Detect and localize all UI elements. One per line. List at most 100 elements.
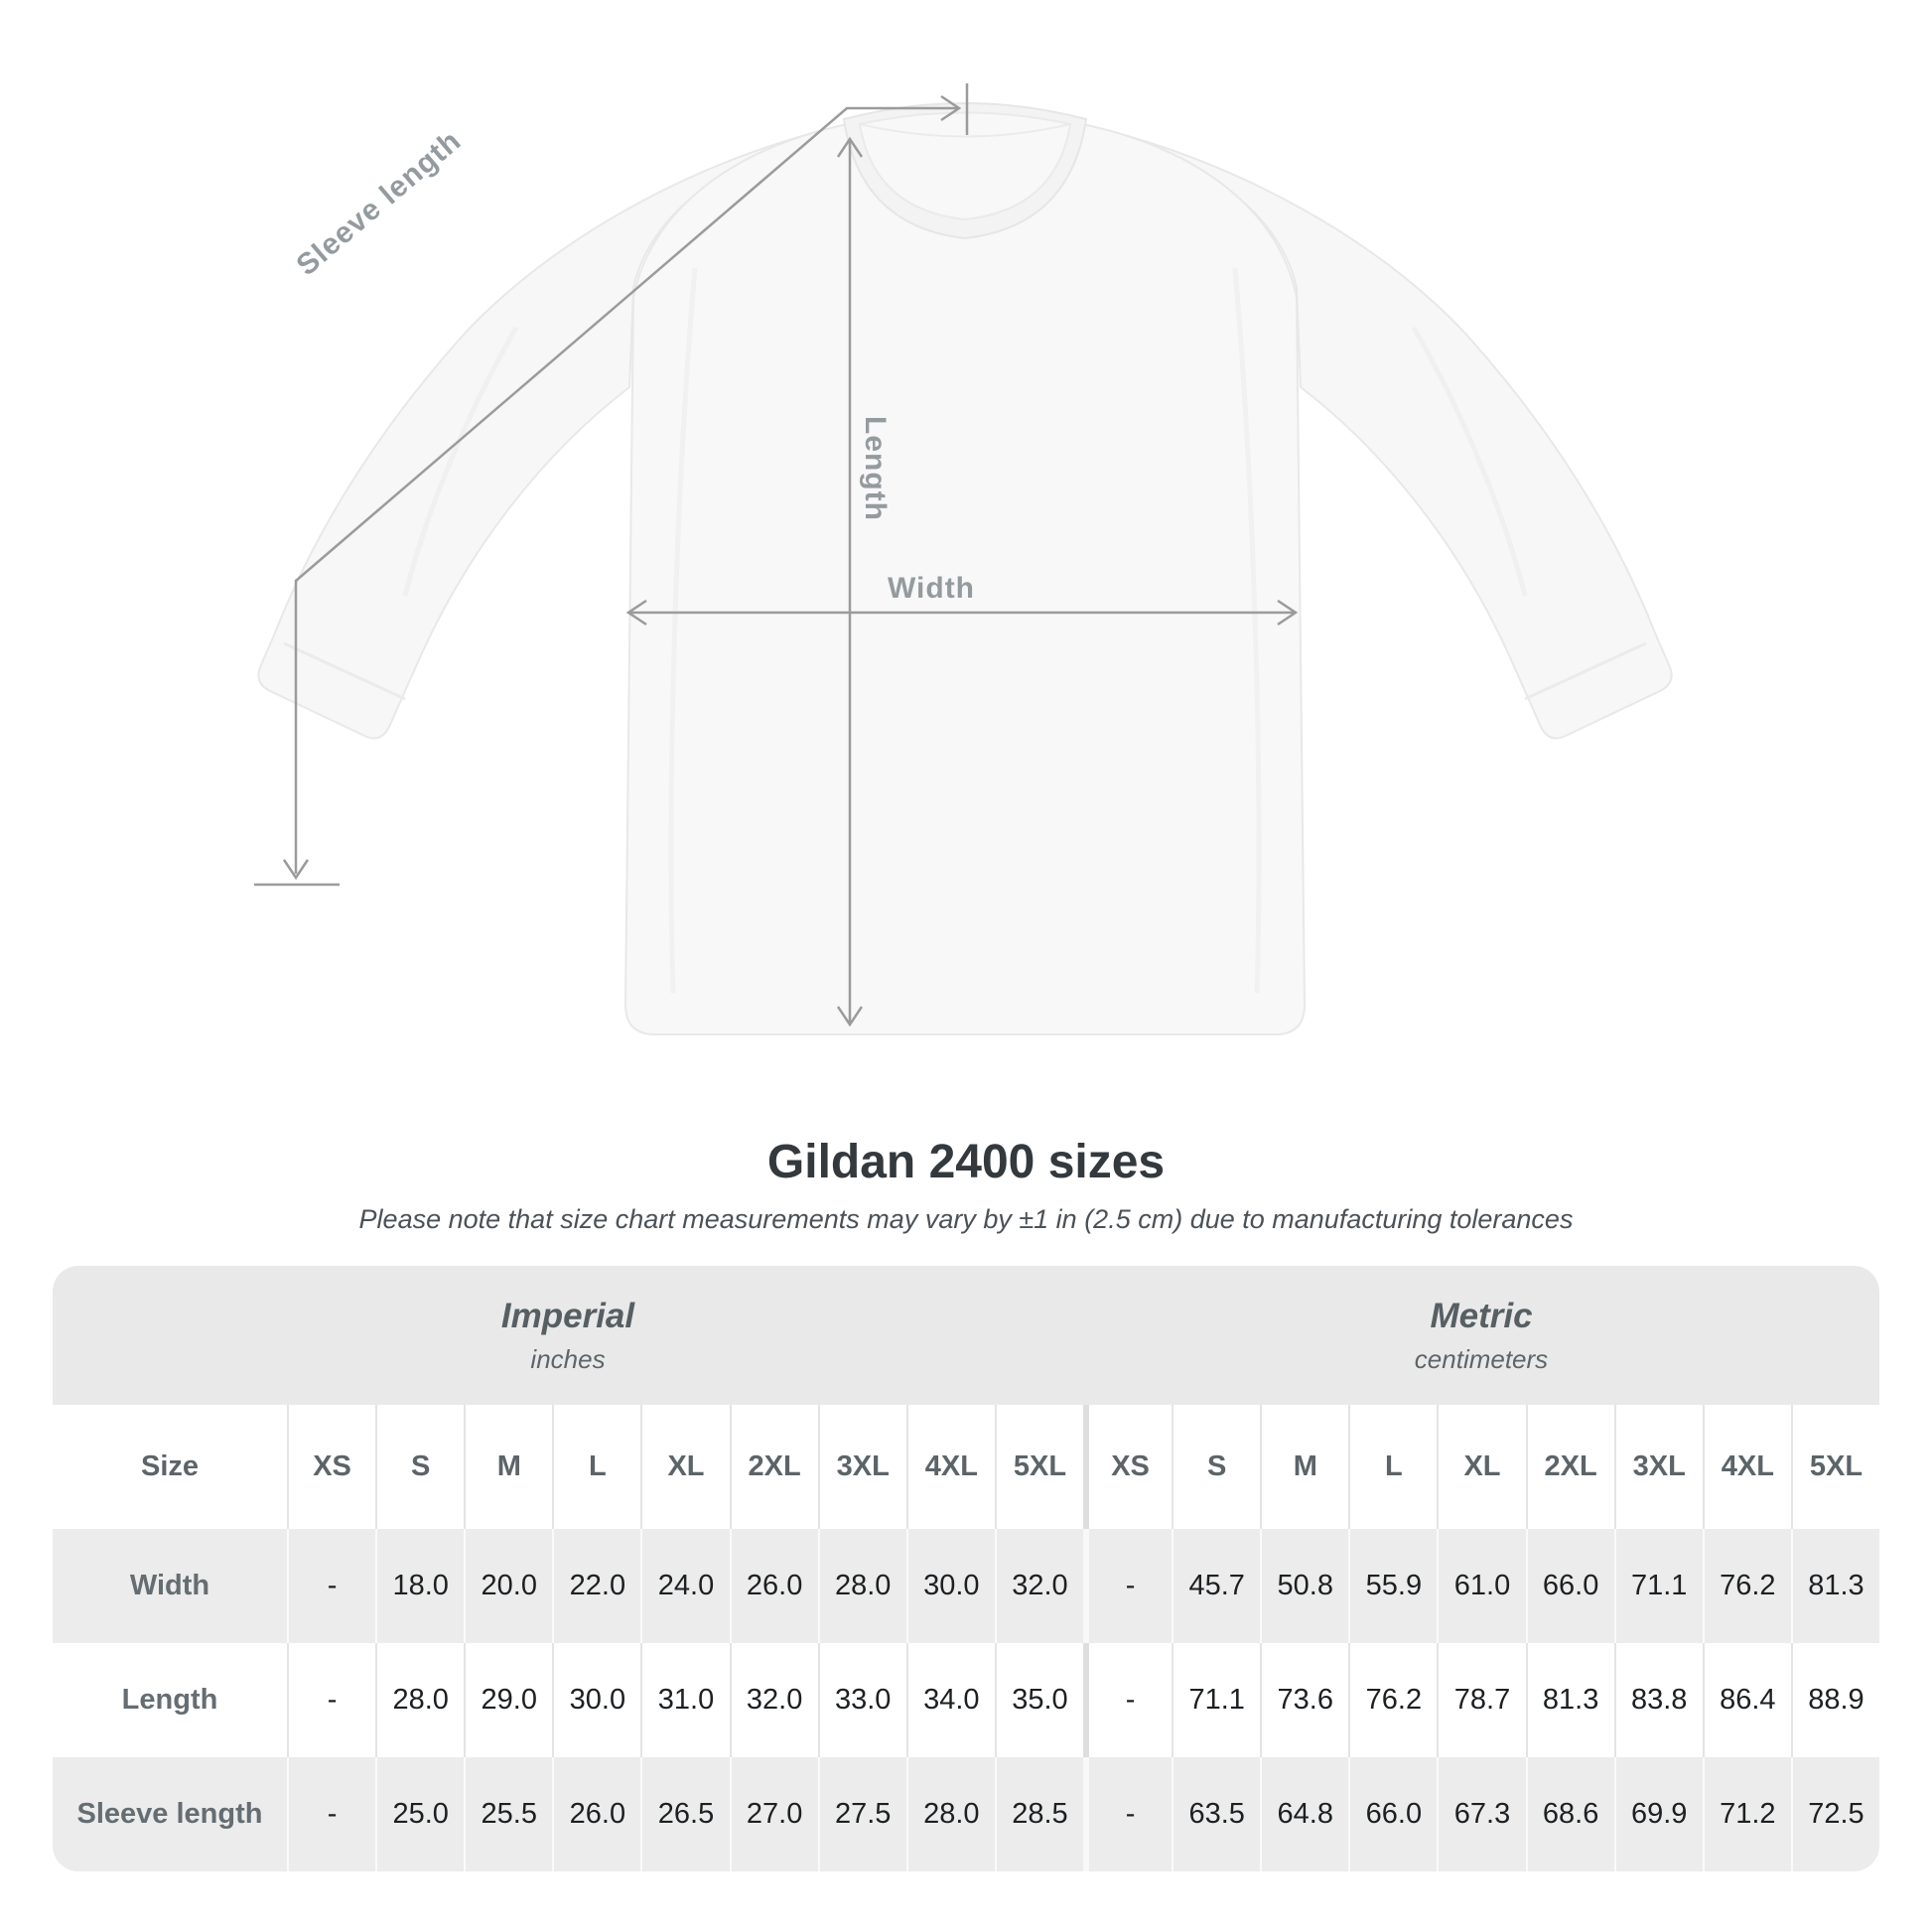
table-cell: 26.0 bbox=[552, 1757, 641, 1871]
table-cell: 30.0 bbox=[905, 1529, 995, 1643]
table-cell: 18.0 bbox=[375, 1529, 465, 1643]
table-cell: 86.4 bbox=[1702, 1643, 1791, 1757]
table-cell: 66.0 bbox=[1525, 1529, 1614, 1643]
table-cell: 72.5 bbox=[1790, 1757, 1879, 1871]
shirt-left-cuff-seam bbox=[283, 641, 406, 701]
table-cell: 68.6 bbox=[1525, 1757, 1614, 1871]
heading-block: Gildan 2400 sizes Please note that size … bbox=[0, 1135, 1932, 1236]
table-cell: 66.0 bbox=[1348, 1757, 1438, 1871]
length-label: Length bbox=[859, 416, 892, 521]
size-col-header-metric-s: S bbox=[1172, 1405, 1261, 1529]
group-name-metric: Metric bbox=[1430, 1296, 1533, 1335]
table-cell: 30.0 bbox=[552, 1643, 641, 1757]
table-cell: 28.5 bbox=[994, 1757, 1083, 1871]
table-cell: 24.0 bbox=[640, 1529, 730, 1643]
page-title: Gildan 2400 sizes bbox=[766, 1136, 1166, 1188]
table-cell: 61.0 bbox=[1437, 1529, 1526, 1643]
table-cell: 88.9 bbox=[1790, 1643, 1879, 1757]
table-cell: 26.5 bbox=[640, 1757, 730, 1871]
table-cell: 78.7 bbox=[1437, 1643, 1526, 1757]
size-col-header-metric-2xl: 2XL bbox=[1525, 1405, 1614, 1529]
group-header-imperial: Imperial inches bbox=[53, 1266, 1083, 1405]
size-table: Imperial inches Metric centimeters Size … bbox=[53, 1266, 1879, 1871]
table-cell: 31.0 bbox=[640, 1643, 730, 1757]
table-cell: 26.0 bbox=[729, 1529, 818, 1643]
table-cell: 34.0 bbox=[905, 1643, 995, 1757]
table-cell: 71.1 bbox=[1613, 1529, 1703, 1643]
shirt-right-body-fold bbox=[1232, 267, 1262, 994]
shirt-diagram-svg bbox=[254, 83, 1673, 1035]
shirt-right-cuff-seam bbox=[1524, 641, 1647, 701]
page-subtitle: Please note that size chart measurements… bbox=[358, 1204, 1574, 1234]
table-cell: 83.8 bbox=[1613, 1643, 1703, 1757]
table-cell: 71.1 bbox=[1172, 1643, 1261, 1757]
table-cell: 76.2 bbox=[1348, 1643, 1438, 1757]
size-col-header-imperial-xl: XL bbox=[640, 1405, 730, 1529]
table-cell: 64.8 bbox=[1260, 1757, 1349, 1871]
table-cell: 27.5 bbox=[817, 1757, 906, 1871]
table-cell: 20.0 bbox=[464, 1529, 553, 1643]
table-cell: - bbox=[1083, 1757, 1173, 1871]
table-cell: 28.0 bbox=[905, 1757, 995, 1871]
length-arrow bbox=[836, 136, 864, 1028]
group-header-metric: Metric centimeters bbox=[1083, 1266, 1879, 1405]
table-cell: - bbox=[1083, 1529, 1173, 1643]
size-col-header-metric-m: M bbox=[1260, 1405, 1349, 1529]
size-col-header-imperial-s: S bbox=[375, 1405, 465, 1529]
table-cell: - bbox=[1083, 1643, 1173, 1757]
table-cell: 50.8 bbox=[1260, 1529, 1349, 1643]
table-cell: 28.0 bbox=[375, 1643, 465, 1757]
table-cell: 25.0 bbox=[375, 1757, 465, 1871]
table-cell: 63.5 bbox=[1172, 1757, 1261, 1871]
shirt-measurement-diagram: Sleeve length Length Width bbox=[254, 83, 1673, 1035]
row-label: Length bbox=[53, 1643, 287, 1757]
group-name-imperial: Imperial bbox=[500, 1296, 635, 1335]
width-arrow bbox=[625, 599, 1299, 626]
row-label: Sleeve length bbox=[53, 1757, 287, 1871]
size-col-header-metric-4xl: 4XL bbox=[1702, 1405, 1791, 1529]
table-cell: 67.3 bbox=[1437, 1757, 1526, 1871]
size-col-header-imperial-3xl: 3XL bbox=[817, 1405, 906, 1529]
table-cell: 35.0 bbox=[994, 1643, 1083, 1757]
size-col-header-imperial-m: M bbox=[464, 1405, 553, 1529]
table-cell: 28.0 bbox=[817, 1529, 906, 1643]
size-col-header-metric-5xl: 5XL bbox=[1790, 1405, 1879, 1529]
table-cell: 71.2 bbox=[1702, 1757, 1791, 1871]
shirt-left-body-fold bbox=[668, 267, 698, 994]
size-col-header-imperial-2xl: 2XL bbox=[729, 1405, 818, 1529]
size-col-header-metric-l: L bbox=[1348, 1405, 1438, 1529]
table-cell: - bbox=[287, 1757, 376, 1871]
shirt-right-sleeve-fold bbox=[1411, 326, 1528, 597]
sleeve-length-arrow bbox=[254, 83, 969, 887]
group-unit-imperial: inches bbox=[530, 1343, 606, 1374]
size-col-header-metric-3xl: 3XL bbox=[1613, 1405, 1703, 1529]
size-column-header: Size bbox=[53, 1405, 287, 1529]
table-cell: 81.3 bbox=[1790, 1529, 1879, 1643]
table-cell: 73.6 bbox=[1260, 1643, 1349, 1757]
table-cell: 33.0 bbox=[817, 1643, 906, 1757]
size-col-header-metric-xl: XL bbox=[1437, 1405, 1526, 1529]
table-cell: 55.9 bbox=[1348, 1529, 1438, 1643]
table-cell: 25.5 bbox=[464, 1757, 553, 1871]
table-cell: 22.0 bbox=[552, 1529, 641, 1643]
shirt-left-sleeve-fold bbox=[402, 326, 519, 597]
table-cell: 45.7 bbox=[1172, 1529, 1261, 1643]
size-col-header-imperial-4xl: 4XL bbox=[905, 1405, 995, 1529]
size-col-header-imperial-xs: XS bbox=[287, 1405, 376, 1529]
row-label: Width bbox=[53, 1529, 287, 1643]
table-cell: 32.0 bbox=[994, 1529, 1083, 1643]
shirt-collar-back-line bbox=[859, 123, 1071, 138]
size-col-header-imperial-l: L bbox=[552, 1405, 641, 1529]
group-unit-metric: centimeters bbox=[1414, 1343, 1549, 1374]
size-col-header-imperial-5xl: 5XL bbox=[994, 1405, 1083, 1529]
width-label: Width bbox=[887, 572, 976, 605]
table-cell: - bbox=[287, 1643, 376, 1757]
table-cell: 29.0 bbox=[464, 1643, 553, 1757]
size-col-header-metric-xs: XS bbox=[1083, 1405, 1173, 1529]
table-cell: - bbox=[287, 1529, 376, 1643]
table-cell: 32.0 bbox=[729, 1643, 818, 1757]
table-cell: 81.3 bbox=[1525, 1643, 1614, 1757]
table-cell: 69.9 bbox=[1613, 1757, 1703, 1871]
shirt-collar-inner bbox=[858, 111, 1072, 221]
